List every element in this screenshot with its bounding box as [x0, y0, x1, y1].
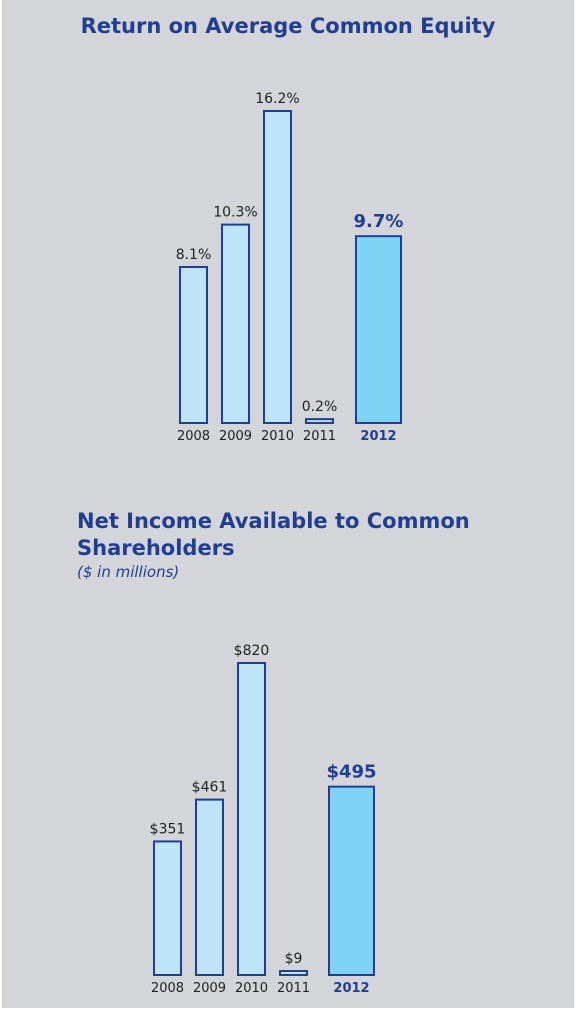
- roe-value-label-2009: 10.3%: [213, 205, 257, 221]
- net-income-bar-2012: [328, 785, 375, 976]
- roe-tick-label-2012: 2012: [360, 429, 396, 444]
- net-income-value-label-2010: $820: [234, 643, 270, 659]
- net-income-bar-2010: [237, 662, 266, 976]
- roe-tick-label-2009: 2009: [219, 429, 252, 444]
- roe-bar-2008: [179, 266, 208, 424]
- net-income-bar-2011: [279, 970, 308, 976]
- roe-bar-2012: [355, 235, 402, 424]
- roe-tick-label-2010: 2010: [261, 429, 294, 444]
- roe-tick-label-2008: 2008: [177, 429, 210, 444]
- net-income-value-label-2011: $9: [285, 951, 303, 967]
- net-income-tick-label-2012: 2012: [333, 981, 369, 996]
- net-income-value-label-2009: $461: [192, 780, 228, 796]
- chart-title-roe: Return on Average Common Equity: [80, 14, 496, 38]
- roe-value-label-2008: 8.1%: [176, 247, 212, 263]
- net-income-tick-label-2010: 2010: [235, 981, 268, 996]
- net-income-value-label-2012: $495: [326, 762, 376, 783]
- net-income-tick-label-2008: 2008: [151, 981, 184, 996]
- net-income-tick-label-2011: 2011: [277, 981, 310, 996]
- net-income-value-label-2008: $351: [150, 821, 186, 837]
- roe-bar-2011: [305, 418, 334, 425]
- roe-tick-label-2011: 2011: [303, 429, 336, 444]
- net-income-bar-2009: [195, 798, 224, 976]
- chart-title-net-income: Net Income Available to Common Sharehold…: [77, 509, 470, 560]
- roe-bar-2009: [221, 223, 250, 424]
- roe-value-label-2010: 16.2%: [255, 91, 299, 107]
- roe-value-label-2011: 0.2%: [302, 399, 338, 415]
- roe-value-label-2012: 9.7%: [354, 211, 404, 232]
- net-income-bar-2008: [153, 840, 182, 976]
- roe-bar-2010: [263, 110, 292, 424]
- net-income-bar-chart: $351 2008 $461 2009 $820 2010 $9 2011 $495 2012: [150, 643, 377, 996]
- roe-bar-chart: 8.1% 2008 10.3% 2009 16.2% 2010 0.2% 2011 9.7% 20…: [176, 91, 404, 444]
- chart-subtitle-net-income: ($ in millions): [77, 563, 180, 581]
- net-income-tick-label-2009: 2009: [193, 981, 226, 996]
